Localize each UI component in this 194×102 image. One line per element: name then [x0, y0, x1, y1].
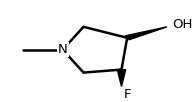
Text: OH: OH: [172, 18, 192, 31]
Polygon shape: [125, 27, 167, 40]
Polygon shape: [117, 70, 126, 86]
Text: N: N: [58, 43, 68, 56]
Text: F: F: [123, 88, 131, 101]
